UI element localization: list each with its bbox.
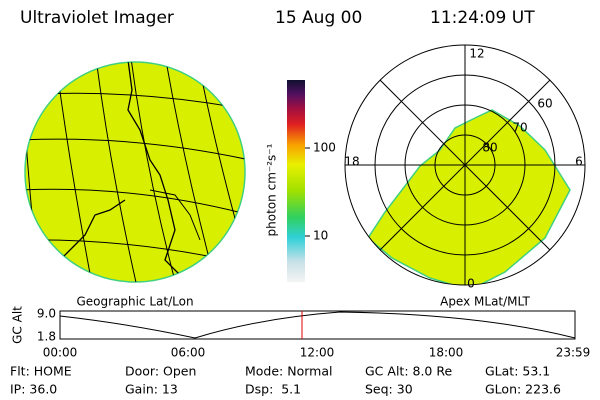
mlat-label: 80 (482, 141, 497, 155)
status-field: GC Alt: 8.0 Re (365, 364, 452, 379)
mlt-label: 0 (467, 277, 475, 291)
altitude-ytick: 9.0 (37, 307, 56, 321)
time-tick: 00:00 (43, 346, 78, 360)
altitude-ytick: 1.8 (37, 330, 56, 344)
colorbar-tick-label: 10 (313, 229, 328, 243)
status-panel: Flt: HOME Door: Open Mode: Normal GC Alt: 8… (10, 364, 561, 397)
mlt-label: 12 (469, 47, 484, 61)
altitude-frame (59, 310, 576, 340)
status-field: Dsp: 5.1 (245, 382, 301, 397)
time-tick: 06:00 (171, 346, 206, 360)
time-tick: 12:00 (300, 346, 335, 360)
status-field: Seq: 30 (365, 382, 413, 397)
status-field: IP: 36.0 (10, 382, 57, 397)
altitude-label: GC Alt (11, 306, 25, 344)
time-tick: 23:59 (556, 346, 591, 360)
mlat-label: 70 (512, 121, 527, 135)
colorbar (287, 80, 305, 282)
status-field: Mode: Normal (245, 364, 332, 379)
mlat-label: 60 (537, 97, 552, 111)
mlt-label: 6 (575, 155, 583, 169)
status-field: Gain: 13 (125, 382, 178, 397)
geo-image (24, 61, 246, 283)
status-field: Door: Open (125, 364, 196, 379)
title: Ultraviolet Imager (20, 8, 174, 28)
status-field: GLon: 223.6 (485, 382, 561, 397)
colorbar-label: photon cm⁻²s⁻¹ (265, 143, 279, 236)
status-field: Flt: HOME (10, 364, 72, 379)
date: 15 Aug 00 (275, 8, 362, 28)
time-tick: 18:00 (429, 346, 464, 360)
polar-label: Apex MLat/MLT (440, 295, 530, 309)
polar-image (344, 44, 586, 286)
mlt-label: 18 (344, 155, 359, 169)
status-field: GLat: 53.1 (485, 364, 550, 379)
time: 11:24:09 UT (430, 8, 535, 28)
altitude-curve (59, 311, 576, 339)
geo-label: Geographic Lat/Lon (76, 295, 193, 309)
colorbar-tick-label: 100 (313, 141, 336, 155)
